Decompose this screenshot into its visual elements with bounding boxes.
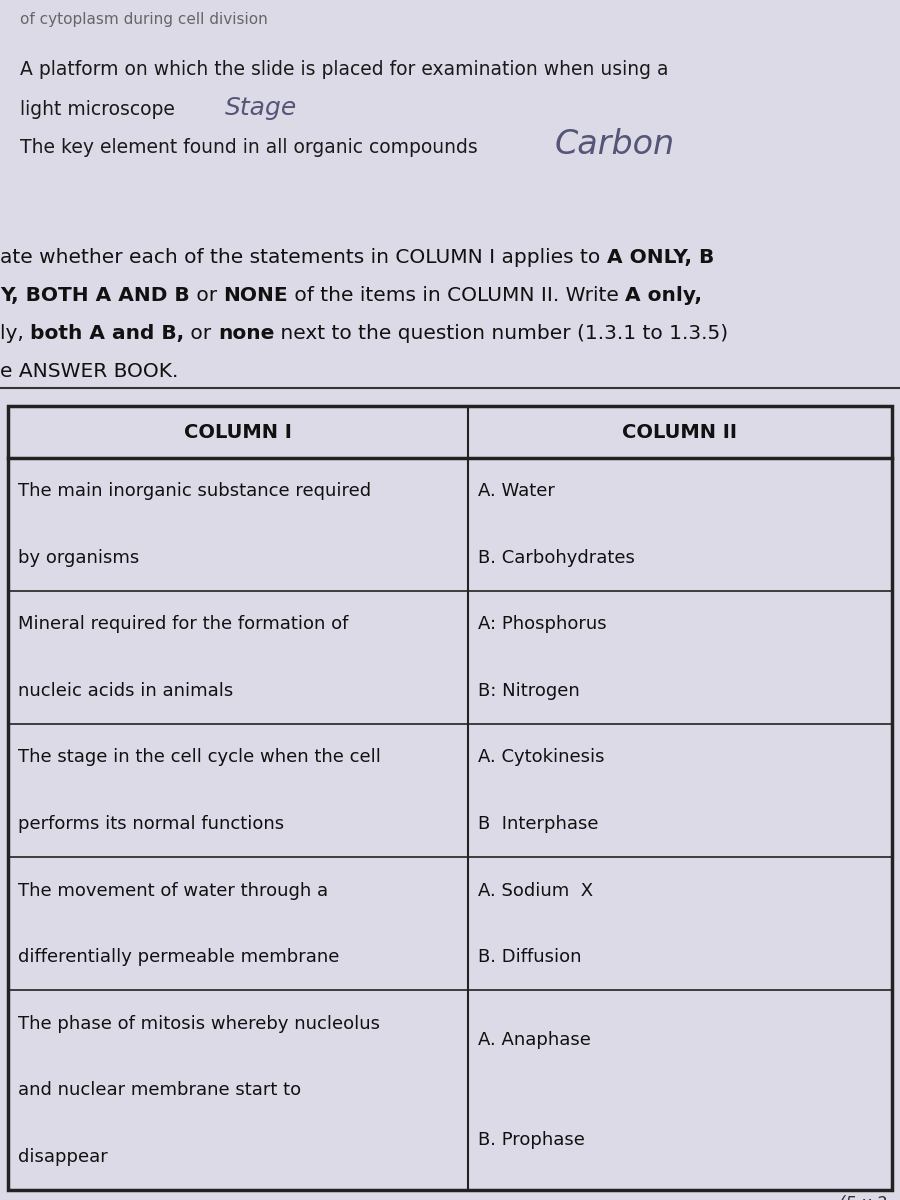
Text: A: Phosphorus: A: Phosphorus <box>478 616 607 634</box>
Text: of cytoplasm during cell division: of cytoplasm during cell division <box>20 12 268 26</box>
Text: e ANSWER BOOK.: e ANSWER BOOK. <box>0 362 178 382</box>
Text: by organisms: by organisms <box>18 548 140 566</box>
Text: B. Prophase: B. Prophase <box>478 1132 585 1150</box>
Text: nucleic acids in animals: nucleic acids in animals <box>18 682 233 700</box>
Text: A platform on which the slide is placed for examination when using a: A platform on which the slide is placed … <box>20 60 669 79</box>
Text: A. Cytokinesis: A. Cytokinesis <box>478 749 605 767</box>
Text: ate whether each of the statements in COLUMN I applies to: ate whether each of the statements in CO… <box>0 248 607 266</box>
Bar <box>8 406 892 1190</box>
Text: NONE: NONE <box>223 286 288 305</box>
Text: The key element found in all organic compounds: The key element found in all organic com… <box>20 138 478 157</box>
Text: The phase of mitosis whereby nucleolus: The phase of mitosis whereby nucleolus <box>18 1015 380 1033</box>
Text: Carbon: Carbon <box>555 128 675 161</box>
Text: next to the question number (1.3.1 to 1.3.5): next to the question number (1.3.1 to 1.… <box>274 324 728 343</box>
Text: The stage in the cell cycle when the cell: The stage in the cell cycle when the cel… <box>18 749 381 767</box>
Text: Stage: Stage <box>225 96 297 120</box>
Text: The movement of water through a: The movement of water through a <box>18 882 328 900</box>
Text: B: Nitrogen: B: Nitrogen <box>478 682 580 700</box>
Text: or: or <box>190 286 223 305</box>
Text: A. Water: A. Water <box>478 482 555 500</box>
Text: differentially permeable membrane: differentially permeable membrane <box>18 948 339 966</box>
Text: disappear: disappear <box>18 1147 108 1165</box>
Text: performs its normal functions: performs its normal functions <box>18 815 284 833</box>
Text: and nuclear membrane start to: and nuclear membrane start to <box>18 1081 302 1099</box>
Text: of the items in COLUMN II. Write: of the items in COLUMN II. Write <box>288 286 625 305</box>
Text: ly,: ly, <box>0 324 31 343</box>
Text: Y, BOTH A AND B: Y, BOTH A AND B <box>0 286 190 305</box>
Text: COLUMN I: COLUMN I <box>184 422 292 442</box>
Text: Mineral required for the formation of: Mineral required for the formation of <box>18 616 348 634</box>
Text: B. Carbohydrates: B. Carbohydrates <box>478 548 634 566</box>
Text: both A and B,: both A and B, <box>31 324 184 343</box>
Text: A only,: A only, <box>625 286 702 305</box>
Text: B  Interphase: B Interphase <box>478 815 598 833</box>
Text: A. Anaphase: A. Anaphase <box>478 1031 591 1049</box>
Text: The main inorganic substance required: The main inorganic substance required <box>18 482 371 500</box>
Text: light microscope: light microscope <box>20 100 175 119</box>
Text: A ONLY, B: A ONLY, B <box>607 248 714 266</box>
Text: B. Diffusion: B. Diffusion <box>478 948 581 966</box>
Text: A. Sodium  X: A. Sodium X <box>478 882 593 900</box>
Text: none: none <box>218 324 274 343</box>
Text: (5 x 2: (5 x 2 <box>839 1195 887 1200</box>
Text: COLUMN II: COLUMN II <box>623 422 737 442</box>
Text: or: or <box>184 324 218 343</box>
